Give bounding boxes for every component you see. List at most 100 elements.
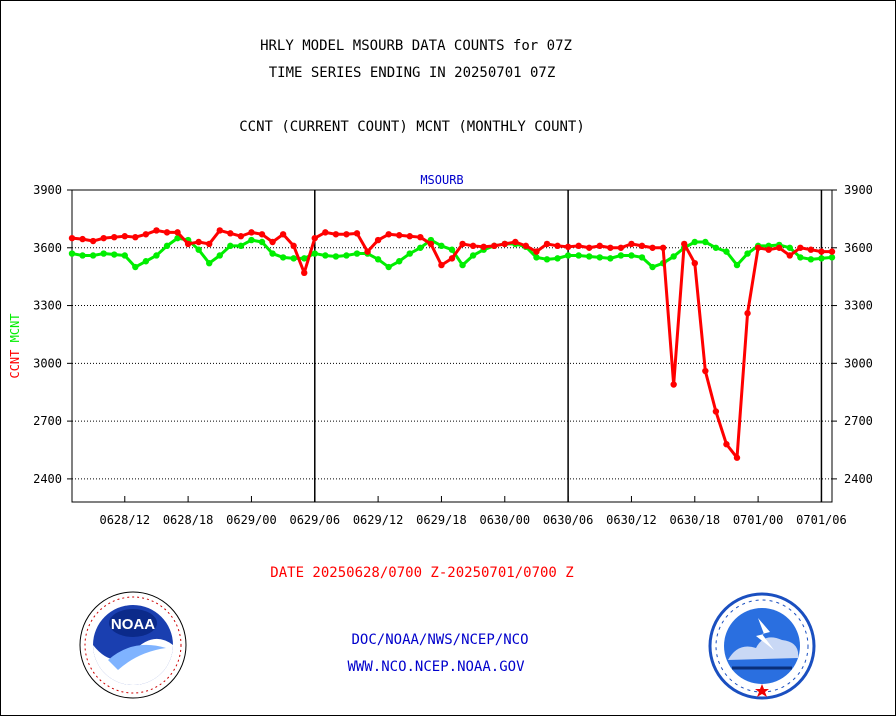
data-point-ccnt: [501, 240, 508, 248]
data-point-ccnt: [427, 240, 435, 248]
data-point-ccnt: [533, 248, 540, 255]
date-range-label: DATE 20250628/0700 Z-20250701/0700 Z: [270, 565, 574, 581]
noaa-logo: NOAA: [79, 591, 187, 699]
data-point-mcnt: [322, 252, 329, 259]
data-point-ccnt: [659, 244, 667, 251]
data-point-ccnt: [754, 244, 762, 251]
data-point-mcnt: [279, 254, 287, 261]
data-point-mcnt: [301, 255, 308, 262]
data-point-ccnt: [828, 248, 836, 255]
x-tick-label: 0701/00: [733, 513, 784, 527]
plot-area: [71, 189, 833, 503]
data-point-ccnt: [153, 227, 160, 234]
y-tick-label: 3900: [33, 183, 62, 197]
data-point-mcnt: [797, 254, 804, 261]
data-point-mcnt: [248, 236, 255, 244]
data-point-ccnt: [522, 242, 530, 250]
x-tick-label: 0629/18: [416, 513, 467, 527]
data-point-ccnt: [385, 231, 392, 238]
data-point-ccnt: [227, 230, 234, 237]
data-point-ccnt: [89, 237, 97, 245]
data-point-mcnt: [617, 252, 625, 259]
org-path-text: DOC/NOAA/NWS/NCEP/NCO: [351, 632, 529, 648]
data-point-mcnt: [702, 238, 709, 246]
y-axis-label-part: MCNT: [8, 313, 22, 349]
chart-subtitle: CCNT (CURRENT COUNT) MCNT (MONTHLY COUNT…: [239, 119, 585, 135]
y-tick-label-right: 3000: [844, 356, 873, 370]
data-point-mcnt: [163, 242, 171, 250]
data-point-ccnt: [744, 310, 751, 317]
data-point-mcnt: [385, 263, 392, 271]
chart-title-line1: HRLY MODEL MSOURB DATA COUNTS for 07Z: [260, 38, 572, 54]
data-point-mcnt: [417, 244, 424, 251]
data-point-ccnt: [638, 242, 646, 250]
data-point-ccnt: [364, 248, 371, 255]
y-tick-label: 3000: [33, 356, 62, 370]
data-point-mcnt: [786, 244, 793, 251]
data-point-ccnt: [343, 231, 350, 238]
data-point-ccnt: [311, 234, 318, 242]
data-point-ccnt: [269, 238, 276, 246]
data-point-mcnt: [206, 259, 213, 267]
data-point-mcnt: [438, 242, 445, 250]
series-ccnt: [68, 227, 836, 461]
data-point-ccnt: [396, 232, 403, 239]
series-mcnt: [68, 234, 836, 271]
data-point-mcnt: [290, 255, 297, 262]
data-point-mcnt: [374, 256, 382, 263]
data-point-ccnt: [628, 240, 635, 248]
data-point-ccnt: [712, 408, 720, 415]
data-point-mcnt: [818, 255, 825, 262]
data-point-ccnt: [121, 233, 128, 240]
data-point-ccnt: [79, 235, 86, 243]
data-point-mcnt: [311, 250, 318, 257]
data-point-mcnt: [670, 253, 677, 260]
data-point-mcnt: [564, 252, 572, 259]
website-text: WWW.NCO.NCEP.NOAA.GOV: [347, 659, 525, 675]
data-point-ccnt: [797, 244, 804, 251]
data-point-mcnt: [79, 252, 86, 259]
data-point-mcnt: [807, 256, 815, 263]
x-tick-label: 0701/06: [796, 513, 847, 527]
data-point-mcnt: [575, 252, 582, 259]
data-point-mcnt: [586, 253, 593, 260]
data-point-mcnt: [195, 246, 202, 253]
data-point-ccnt: [100, 234, 107, 242]
y-tick-label-right: 2400: [844, 472, 873, 486]
data-point-ccnt: [174, 229, 181, 236]
data-point-ccnt: [691, 259, 698, 267]
data-point-mcnt: [68, 250, 76, 257]
data-point-mcnt: [448, 246, 456, 253]
data-point-ccnt: [142, 231, 150, 238]
data-point-ccnt: [607, 244, 614, 251]
series-line-ccnt: [71, 228, 832, 460]
data-point-mcnt: [100, 250, 107, 257]
data-point-mcnt: [723, 248, 730, 255]
data-point-ccnt: [290, 242, 297, 250]
data-point-ccnt: [807, 246, 815, 253]
data-point-ccnt: [132, 233, 139, 241]
data-point-mcnt: [543, 256, 551, 263]
y-axis-label: CCNT MCNT: [8, 313, 22, 378]
data-point-ccnt: [279, 231, 287, 238]
data-point-mcnt: [596, 254, 603, 261]
y-axis-label-part: CCNT: [8, 350, 22, 379]
data-point-mcnt: [89, 252, 97, 259]
data-point-mcnt: [638, 254, 646, 261]
data-point-ccnt: [163, 229, 171, 236]
y-tick-label-right: 3300: [844, 299, 873, 313]
data-point-mcnt: [712, 244, 720, 251]
data-point-ccnt: [818, 248, 825, 255]
data-point-ccnt: [491, 242, 498, 250]
chart-title: MSOURB: [420, 173, 463, 187]
data-point-ccnt: [68, 234, 76, 242]
data-point-ccnt: [512, 238, 519, 246]
x-tick-label: 0628/12: [99, 513, 150, 527]
data-point-mcnt: [828, 254, 836, 261]
data-point-ccnt: [649, 244, 656, 251]
data-point-mcnt: [111, 251, 118, 258]
time-series-chart: 2400 2400 2700 2700 3000 3000 3300 3300 3600 3600…: [8, 173, 873, 527]
data-point-mcnt: [343, 252, 350, 259]
data-point-ccnt: [786, 252, 793, 259]
data-point-mcnt: [691, 238, 698, 246]
